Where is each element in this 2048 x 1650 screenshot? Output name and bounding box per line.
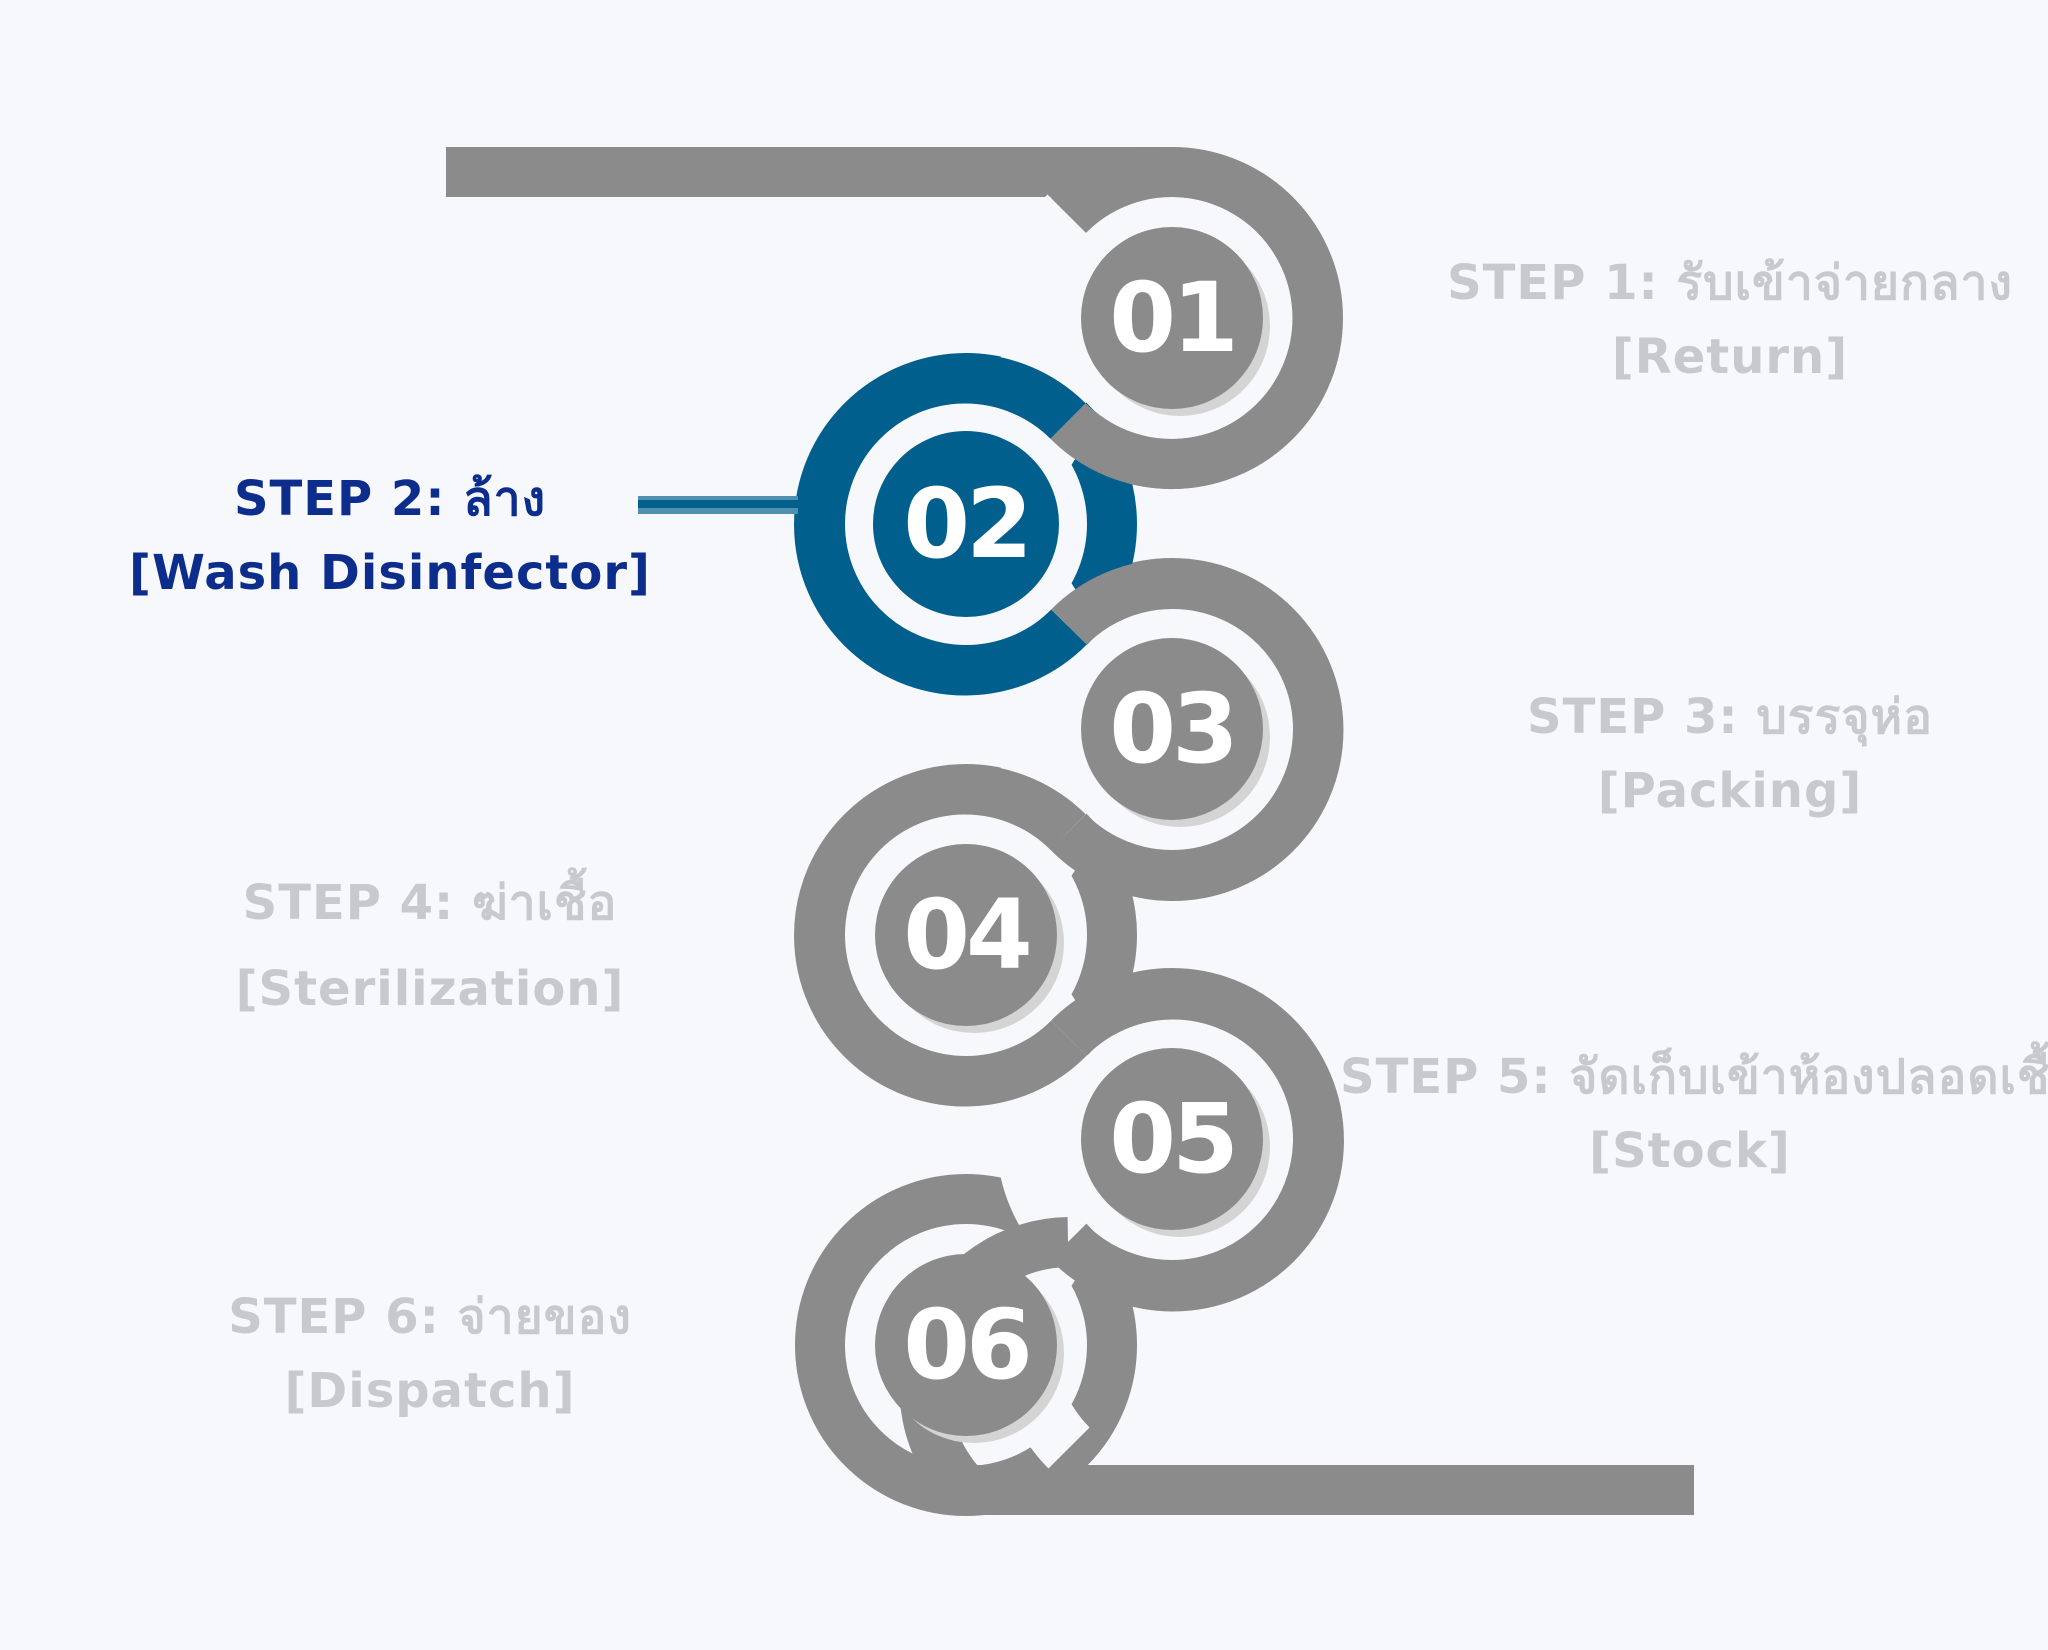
step-1-subtitle: [Return] xyxy=(1611,329,1849,386)
step-number-4: 04 xyxy=(903,879,1029,991)
step-number-5: 05 xyxy=(1109,1083,1235,1195)
step-3-label: STEP 3: บรรจุห่อ [Packing] xyxy=(1430,680,2030,829)
step-5-subtitle: [Stock] xyxy=(1589,1123,1791,1180)
track-entry-bar xyxy=(446,147,1174,197)
step-1-label: STEP 1: รับเข้าจ่ายกลาง [Return] xyxy=(1430,246,2030,395)
step-number-2: 02 xyxy=(903,468,1029,580)
disc-4: 04 xyxy=(875,844,1064,1033)
step-3-title: STEP 3: บรรจุห่อ xyxy=(1527,689,1933,745)
step-1-title: STEP 1: รับเข้าจ่ายกลาง xyxy=(1447,255,2013,311)
track-arc-1 xyxy=(1050,147,1343,489)
step-number-1: 01 xyxy=(1109,262,1235,374)
step-4-subtitle: [Sterilization] xyxy=(235,961,625,1018)
disc-2: 02 xyxy=(873,431,1059,617)
step-6-subtitle: [Dispatch] xyxy=(284,1363,576,1420)
disc-3: 03 xyxy=(1081,638,1270,827)
track-exit-bar xyxy=(966,1465,1694,1515)
disc-6: 06 xyxy=(875,1254,1064,1443)
track-arc-3 xyxy=(1050,559,1344,901)
track-arc-5 xyxy=(1050,969,1344,1312)
step-2-connector-core xyxy=(638,500,798,508)
step-3-subtitle: [Packing] xyxy=(1597,763,1863,820)
step-4-label: STEP 4: ฆ่าเชื้อ [Sterilization] xyxy=(130,860,730,1033)
disc-1: 01 xyxy=(1081,227,1270,416)
step-6-title: STEP 6: จ่ายของ xyxy=(228,1289,632,1345)
step-2-subtitle: [Wash Disinfector] xyxy=(129,545,651,602)
step-number-3: 03 xyxy=(1109,673,1235,785)
step-6-label: STEP 6: จ่ายของ [Dispatch] xyxy=(130,1280,730,1429)
step-number-6: 06 xyxy=(903,1289,1029,1401)
disc-5: 05 xyxy=(1081,1048,1270,1237)
ring-6 xyxy=(795,1174,1137,1516)
track-arc-4 xyxy=(794,764,1087,1107)
step-5-title: STEP 5: จัดเก็บเข้าห้องปลอดเชื้อ xyxy=(1340,1049,2048,1105)
step-5-label: STEP 5: จัดเก็บเข้าห้องปลอดเชื้อ [Stock] xyxy=(1340,1040,2048,1189)
step-4-title: STEP 4: ฆ่าเชื้อ xyxy=(242,875,618,931)
step-2-label: STEP 2: ล้าง [Wash Disinfector] xyxy=(120,462,660,611)
track-arc-2 xyxy=(794,353,1087,696)
step-2-title: STEP 2: ล้าง xyxy=(233,471,547,527)
